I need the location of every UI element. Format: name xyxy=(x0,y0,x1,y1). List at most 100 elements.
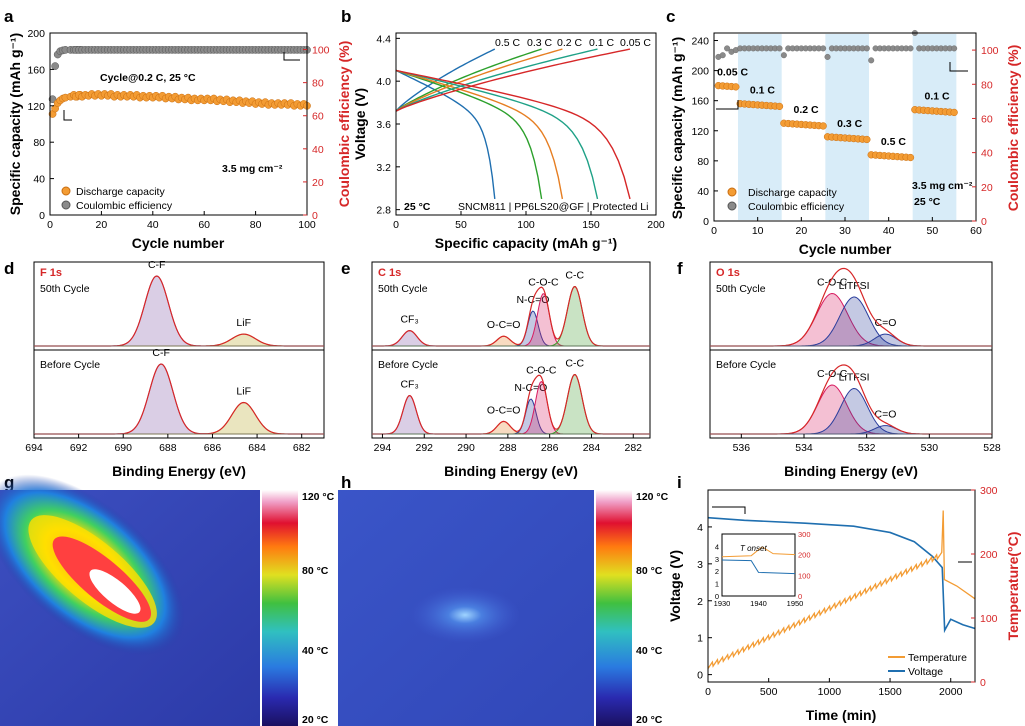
panel-f-xlabel: Binding Energy (eV) xyxy=(784,463,918,479)
panel-e-element: C 1s xyxy=(378,267,401,279)
panel-b-discharge-curve xyxy=(395,69,543,200)
panel-a-ce-point xyxy=(51,62,59,70)
panel-b-marks xyxy=(395,48,631,200)
panel-b-charge-curve xyxy=(395,48,542,112)
panel-c: 0 10 20 30 40 50 60040801201602002400204060801… xyxy=(669,30,1021,257)
panel-a-y-tick-label: 0 xyxy=(39,210,45,222)
panel-i-inset-y2tick: 0 xyxy=(798,592,802,601)
panel-b-y-tick-label: 4.0 xyxy=(376,76,391,88)
panel-b-xtick-label: 200 xyxy=(647,219,665,231)
panel-i-inset-ytick: 0 xyxy=(715,592,719,601)
panel-e-bottom-peak-label: C-C xyxy=(565,358,584,370)
panel-i-y2-tick-label: 100 xyxy=(980,613,998,625)
panel-d-bottom-peak-label: LiF xyxy=(236,386,251,398)
panel-b-rate-label: 0.05 C xyxy=(620,37,651,49)
panel-b-discharge-curve xyxy=(395,69,496,200)
panel-c-legend-marker-ce xyxy=(727,201,737,211)
panel-h-colorbar xyxy=(596,490,632,726)
panel-i-ylabel: Voltage (V) xyxy=(667,550,683,622)
panel-a-xtick-label: 80 xyxy=(250,219,262,231)
panel-c-rate-band xyxy=(912,34,957,220)
panel-i-inset-y2tick: 300 xyxy=(798,530,811,539)
panel-f-bottom-peak xyxy=(710,388,992,435)
panel-c-rate-label: 0.05 C xyxy=(717,67,748,79)
panel-i-y2-tick-label: 300 xyxy=(980,485,998,497)
panel-c-capacity-point xyxy=(819,122,827,130)
panel-g-cbar-40: 40 °C xyxy=(302,645,329,657)
panel-c-bands xyxy=(738,34,957,220)
panel-f-xtick-label: 532 xyxy=(858,442,876,454)
panel-h-cbar-40: 40 °C xyxy=(636,645,663,657)
panel-a-xtick-label: 40 xyxy=(147,219,159,231)
panel-c-capacity-point xyxy=(775,102,784,111)
panel-c-ticks: 0 10 20 30 40 50 60040801201602002400204060801… xyxy=(691,36,998,237)
panel-e-xtick-label: 288 xyxy=(499,442,517,454)
panel-a-frame xyxy=(49,32,308,216)
panel-d-xtick-label: 684 xyxy=(248,442,266,454)
panel-i-inset-ytick: 3 xyxy=(715,555,719,564)
panel-b-charge-curve xyxy=(395,48,598,112)
panel-i-xtick-label: 1500 xyxy=(878,686,902,698)
panel-e-bottom-peak-label: C-O-C xyxy=(526,365,557,377)
panel-b-rate-label: 0.5 C xyxy=(495,37,521,49)
panel-b: 0 50 100 150 200 2.8 3.2 3.6 4.0 4.4 Specific cap… xyxy=(352,32,665,251)
panel-f-top-label: 50th Cycle xyxy=(716,283,766,295)
panel-d-xtick-label: 690 xyxy=(114,442,132,454)
panel-a-y-tick-label: 160 xyxy=(27,64,45,76)
panel-i-y-tick-label: 3 xyxy=(697,559,703,571)
panel-b-rate-label: 0.3 C xyxy=(527,37,553,49)
panel-a-xtick-label: 100 xyxy=(298,219,316,231)
panel-c-legend-capacity: Discharge capacity xyxy=(748,187,837,199)
panel-e-marks: CF₃ O-C=ON-C=OC-O-CC-CCF₃O-C=ON-C=OC-O-CC… xyxy=(372,270,650,435)
panel-e-xtick-label: 286 xyxy=(541,442,559,454)
panel-c-y2-tick-label: 60 xyxy=(981,113,993,125)
panel-c-y-tick-label: 160 xyxy=(691,96,709,108)
panel-c-y2-tick-label: 40 xyxy=(981,148,993,160)
panel-i-xtick-label: 0 xyxy=(705,686,711,698)
panel-b-discharge-curve xyxy=(395,69,631,200)
panel-a-y2-tick-label: 20 xyxy=(312,177,324,189)
panel-a-annotation: Cycle@0.2 C, 25 °C xyxy=(100,72,196,84)
panel-b-y-tick-label: 3.6 xyxy=(376,119,391,131)
panel-d-bottom-peak xyxy=(34,363,324,435)
panel-i-voltage-line xyxy=(707,516,976,634)
panel-c-y-tick-label: 200 xyxy=(691,66,709,78)
panel-f-top-peak-label: C=O xyxy=(875,317,897,329)
panel-a-xtick-label: 0 xyxy=(47,219,53,231)
panel-f-xtick-label: 534 xyxy=(795,442,813,454)
panel-b-charge-curve xyxy=(395,48,563,112)
panel-g-cbar-120: 120 °C xyxy=(302,491,335,503)
panel-i-inset-xtick: 1940 xyxy=(750,599,767,608)
panel-f-top-peak xyxy=(710,296,992,347)
panel-c-loading: 3.5 mg cm⁻² xyxy=(912,180,973,192)
panel-i-inset-ytick: 2 xyxy=(715,567,719,576)
panel-c-legend-marker-capacity xyxy=(727,187,737,197)
panel-d-top-peak-label: LiF xyxy=(236,317,251,329)
panel-h-label: h xyxy=(341,473,351,492)
panel-d-xtick-label: 686 xyxy=(204,442,222,454)
panel-c-rate-labels: 0.05 C0.1 C0.2 C0.3 C0.5 C0.1 C xyxy=(717,67,950,148)
panel-d-xtick-label: 692 xyxy=(70,442,88,454)
panel-b-temperature: 25 °C xyxy=(404,201,431,213)
panel-c-xtick-label: 50 xyxy=(926,225,938,237)
panel-i-inset-y2tick: 200 xyxy=(798,551,811,560)
panel-c-capacity-point xyxy=(732,83,740,91)
panel-d-ticks: 694 692 690 688 686 684 682 xyxy=(25,434,311,454)
panel-a-y2-tick-label: 100 xyxy=(312,45,330,57)
panel-a-legend-marker-capacity xyxy=(61,186,71,196)
panel-b-cell: SNCM811 | PP6LS20@GF | Protected Li xyxy=(458,201,648,213)
panel-a-legend-capacity: Discharge capacity xyxy=(76,186,165,198)
panel-d-bottom-peak-label: C-F xyxy=(152,347,170,359)
panel-c-ce-point xyxy=(820,45,827,52)
panel-b-charge-curve xyxy=(395,48,631,112)
panel-i-temperature-line xyxy=(707,510,976,669)
panel-c-y-tick-label: 240 xyxy=(691,36,709,48)
panel-c-label: c xyxy=(666,7,675,26)
panel-i-inset-y2tick: 100 xyxy=(798,571,811,580)
panel-c-ce-point xyxy=(780,52,787,59)
panel-a-y2-tick-label: 80 xyxy=(312,78,324,90)
panel-a-ce-point xyxy=(48,95,57,104)
